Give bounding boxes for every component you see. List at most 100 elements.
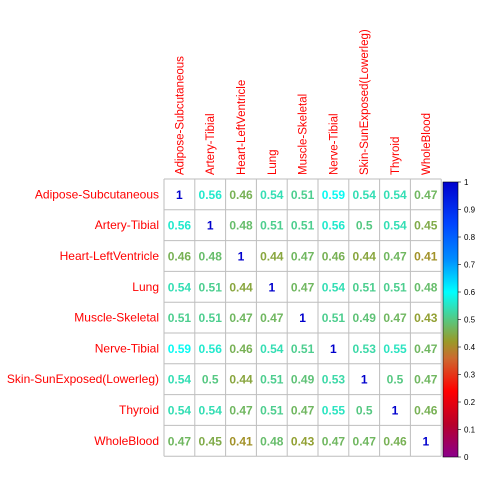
cell-value: 0.44 — [260, 250, 284, 264]
cell-value: 0.48 — [229, 219, 253, 233]
cell-value: 1 — [330, 342, 337, 356]
column-label: Adipose-Subcutaneous — [174, 56, 186, 175]
colorbar-tick-label: 0.4 — [464, 343, 476, 352]
cell-value: 0.5 — [202, 373, 219, 387]
row-labels: Adipose-Subcutaneous Artery-Tibial Heart-L… — [7, 187, 159, 447]
cell-value: 0.47 — [291, 250, 315, 264]
cell-value: 0.47 — [414, 373, 438, 387]
cell-value: 0.46 — [383, 434, 407, 448]
column-labels: Adipose-Subcutaneous Artery-Tibial Heart-L… — [174, 29, 432, 175]
cell-value: 0.43 — [414, 311, 438, 325]
column-label: Thyroid — [390, 137, 402, 175]
cell-value: 0.53 — [353, 342, 377, 356]
cell-value: 0.51 — [168, 311, 192, 325]
cell-value: 1 — [299, 311, 306, 325]
cell-value: 0.47 — [229, 311, 253, 325]
cell-value: 0.47 — [291, 280, 315, 294]
colorbar-tick-label: 0 — [464, 453, 469, 462]
cell-value: 0.5 — [387, 373, 404, 387]
cell-value: 0.47 — [383, 311, 407, 325]
cell-value: 0.54 — [322, 280, 346, 294]
cell-value: 0.44 — [229, 373, 253, 387]
cell-value: 0.49 — [291, 373, 315, 387]
cell-value: 0.5 — [356, 219, 373, 233]
cell-value: 0.54 — [260, 188, 284, 202]
column-label: Artery-Tibial — [205, 113, 217, 175]
cell-value: 0.46 — [414, 404, 438, 418]
column-label: Nerve-Tibial — [328, 113, 340, 175]
cell-value: 0.48 — [260, 434, 284, 448]
cell-value: 0.51 — [383, 280, 407, 294]
colorbar-tick-label: 0.6 — [464, 288, 476, 297]
cell-value: 0.56 — [168, 219, 192, 233]
cell-value: 0.46 — [229, 188, 253, 202]
cell-value: 0.47 — [229, 404, 253, 418]
cell-value: 0.51 — [291, 342, 315, 356]
cell-value: 0.47 — [414, 188, 438, 202]
row-label: Heart-LeftVentricle — [60, 249, 160, 263]
colorbar-tick-label: 0.5 — [464, 316, 476, 325]
colorbar-tick-label: 0.2 — [464, 398, 476, 407]
column-label: Lung — [267, 149, 279, 175]
cell-value: 0.55 — [322, 404, 346, 418]
cell-value: 0.51 — [291, 188, 315, 202]
column-label: Muscle-Skeletal — [298, 94, 310, 175]
colorbar-tick-label: 0.9 — [464, 206, 476, 215]
cell-value: 1 — [392, 404, 399, 418]
row-label: Muscle-Skeletal — [74, 311, 159, 325]
cell-value: 1 — [268, 280, 275, 294]
cell-value: 0.51 — [322, 311, 346, 325]
row-label: WholeBlood — [94, 434, 159, 448]
row-label: Nerve-Tibial — [95, 341, 159, 355]
row-label: Thyroid — [119, 403, 159, 417]
colorbar-gradient — [443, 182, 458, 457]
cell-value: 0.54 — [260, 342, 284, 356]
cell-value: 0.47 — [291, 404, 315, 418]
cell-value: 0.47 — [322, 434, 346, 448]
cell-value: 0.51 — [353, 280, 377, 294]
cell-value: 0.54 — [383, 219, 407, 233]
cell-value: 0.45 — [414, 219, 438, 233]
row-label: Lung — [132, 280, 159, 294]
cell-value: 0.47 — [260, 311, 284, 325]
cell-value: 0.51 — [260, 404, 284, 418]
colorbar-tick-label: 0.8 — [464, 233, 476, 242]
cell-value: 0.53 — [322, 373, 346, 387]
cell-value: 0.47 — [383, 250, 407, 264]
colorbar-tick-label: 1 — [464, 178, 469, 187]
cell-value: 0.54 — [199, 404, 223, 418]
cell-value: 0.55 — [383, 342, 407, 356]
column-label: Skin-SunExposed(Lowerleg) — [359, 29, 371, 175]
cell-value: 0.47 — [353, 434, 377, 448]
cell-value: 0.46 — [322, 250, 346, 264]
cell-value: 0.46 — [229, 342, 253, 356]
row-label: Skin-SunExposed(Lowerleg) — [7, 372, 159, 386]
cell-value: 1 — [176, 188, 183, 202]
cell-value: 0.59 — [322, 188, 346, 202]
cell-value: 0.54 — [168, 280, 192, 294]
heatmap-cells: 1 0.56 0.46 0.54 0.51 0.59 0.54 0.54 0.470.56 1 0.… — [168, 188, 438, 448]
colorbar-tick-label: 0.3 — [464, 371, 476, 380]
cell-value: 0.51 — [260, 219, 284, 233]
column-label: WholeBlood — [421, 113, 433, 175]
cell-value: 0.41 — [229, 434, 253, 448]
cell-value: 0.51 — [260, 373, 284, 387]
cell-value: 0.5 — [356, 404, 373, 418]
cell-value: 0.46 — [168, 250, 192, 264]
colorbar: 0 0.1 0.2 0.3 0.4 0.5 0.6 0.7 0.8 0.9 1 — [443, 178, 476, 462]
cell-value: 0.54 — [353, 188, 377, 202]
cell-value: 0.54 — [168, 373, 192, 387]
cell-value: 0.48 — [199, 250, 223, 264]
cell-value: 0.51 — [291, 219, 315, 233]
cell-value: 0.56 — [322, 219, 346, 233]
colorbar-tick-label: 0.1 — [464, 426, 476, 435]
cell-value: 0.47 — [168, 434, 192, 448]
row-label: Adipose-Subcutaneous — [35, 187, 159, 201]
cell-value: 1 — [361, 373, 368, 387]
cell-value: 1 — [207, 219, 214, 233]
cell-value: 0.54 — [383, 188, 407, 202]
column-label: Heart-LeftVentricle — [236, 80, 248, 175]
cell-value: 0.44 — [229, 280, 253, 294]
cell-value: 0.56 — [199, 188, 223, 202]
